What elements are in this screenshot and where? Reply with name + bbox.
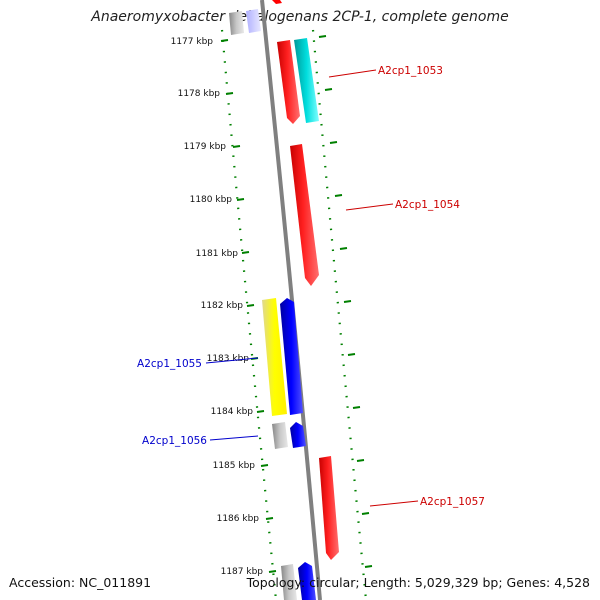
tick-label-1186: 1186 kbp	[217, 514, 260, 524]
feature-red-top	[272, 0, 282, 4]
topology-text: Topology: circular; Length: 5,029,329 bp…	[246, 575, 590, 590]
tick-label-1177: 1177 kbp	[171, 37, 214, 47]
tick-label-1180: 1180 kbp	[190, 195, 233, 205]
gene-yellow-feature	[262, 298, 287, 416]
gene-a2cp1-1055-blue	[280, 298, 303, 415]
feature-grey-top	[229, 11, 244, 35]
tick-label-1183: 1183 kbp	[207, 354, 250, 364]
gene-a2cp1-1053-teal	[294, 38, 319, 123]
gene-label-a2cp1-1056: A2cp1_1056	[142, 435, 207, 447]
gene-leader-lines	[205, 69, 419, 507]
tick-label-1181: 1181 kbp	[196, 249, 239, 259]
gene-grey-feature	[272, 422, 288, 449]
tick-label-1184: 1184 kbp	[211, 407, 254, 417]
gene-a2cp1-1054	[290, 144, 319, 286]
gene-a2cp1-1056-blue	[290, 422, 306, 448]
feature-lavender-top	[246, 9, 261, 33]
track-guide-outer	[311, 29, 368, 600]
gene-a2cp1-1057	[319, 456, 339, 560]
tick-label-1187: 1187 kbp	[221, 567, 264, 577]
tick-label-1182: 1182 kbp	[201, 301, 244, 311]
accession-text: Accession: NC_011891	[9, 575, 152, 590]
tick-label-1179: 1179 kbp	[184, 142, 227, 152]
genome-backbone	[260, 0, 322, 600]
gene-a2cp1-1053-red	[277, 40, 300, 124]
map-title: Anaeromyxobacter dehalogenans 2CP-1, com…	[91, 9, 509, 25]
gene-label-a2cp1-1055: A2cp1_1055	[137, 358, 202, 370]
gene-label-a2cp1-1057: A2cp1_1057	[420, 496, 485, 508]
gene-label-a2cp1-1054: A2cp1_1054	[395, 199, 460, 211]
tick-label-1178: 1178 kbp	[178, 89, 221, 99]
tick-label-1185: 1185 kbp	[213, 461, 256, 471]
tick-marks	[220, 35, 373, 573]
tick-labels: 1177 kbp 1178 kbp 1179 kbp 1180 kbp 1181…	[171, 37, 264, 577]
gene-label-a2cp1-1053: A2cp1_1053	[378, 65, 443, 77]
feature-grey-bottom	[281, 564, 297, 600]
feature-blue-bottom	[298, 562, 316, 600]
